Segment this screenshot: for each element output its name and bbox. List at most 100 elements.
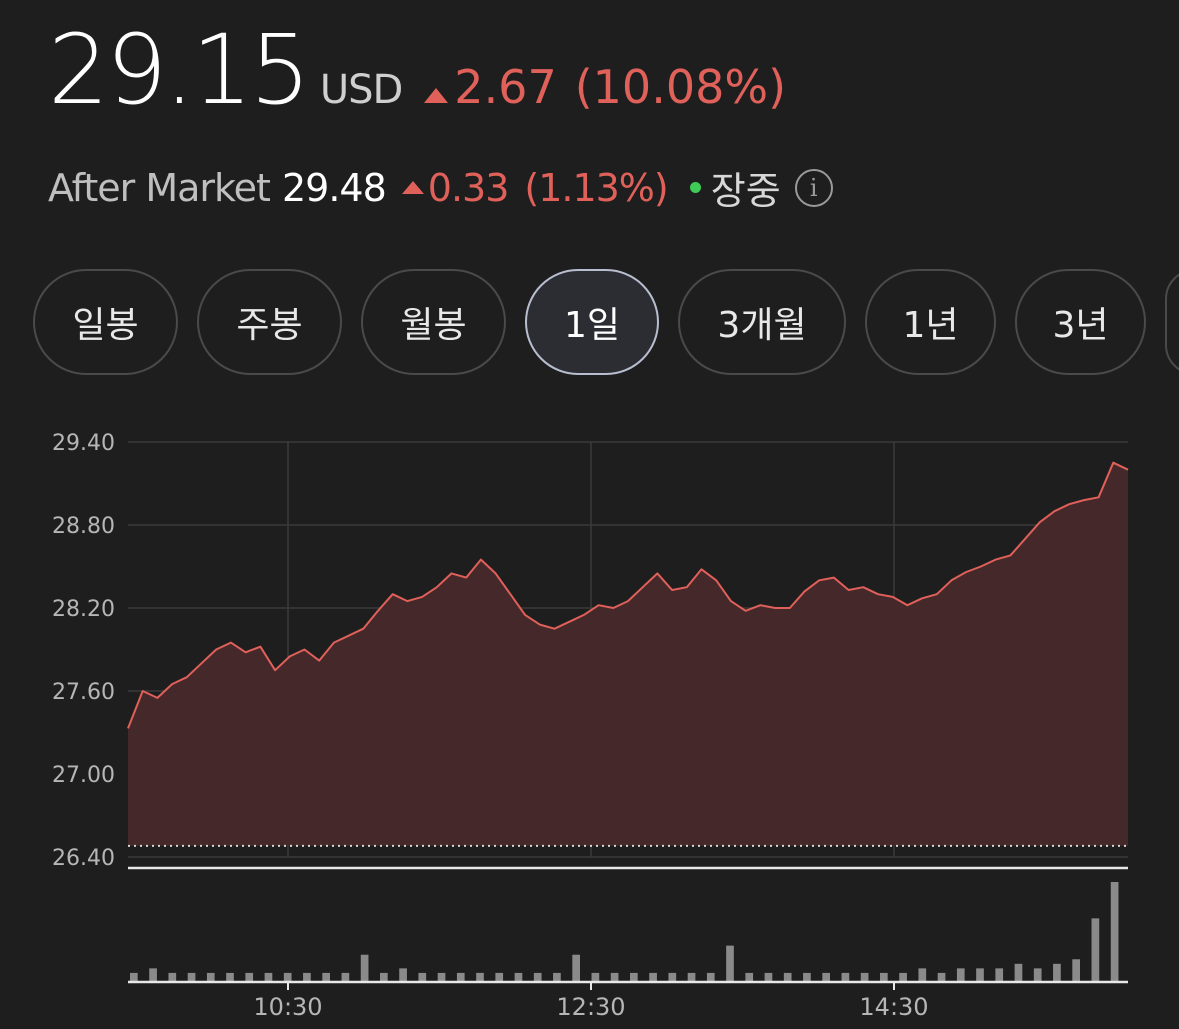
volume-bar [264, 972, 273, 982]
volume-bar [880, 972, 888, 982]
volume-bar [456, 972, 465, 982]
volume-bar [341, 972, 350, 982]
after-market-row: After Market 29.48 0.33 (1.13%) 장중 i [48, 160, 833, 215]
tab-label: 월봉 [400, 305, 467, 346]
volume-bar [1014, 963, 1023, 982]
volume-bar [1072, 959, 1080, 982]
volume-bar [303, 972, 311, 982]
tab-3months[interactable]: 3개월 [678, 269, 846, 375]
volume-bar [533, 972, 542, 982]
after-market-change: 0.33 (1.13%) [401, 165, 669, 210]
volume-bar [937, 972, 946, 982]
volume-bar [668, 972, 677, 982]
price-change: 2.67 (10.08%) [424, 60, 786, 114]
volume-bar [514, 972, 523, 982]
status-dot-icon [689, 182, 701, 193]
volume-bar [418, 972, 427, 982]
up-triangle-icon [401, 181, 424, 194]
volume-bar [245, 972, 254, 982]
volume-bar [1033, 968, 1042, 982]
price-header: 29.15 USD 2.67 (10.08%) [48, 22, 786, 118]
y-tick-label: 27.60 [52, 680, 115, 705]
x-tick-label: 12:30 [556, 993, 625, 1021]
y-tick-label: 28.20 [52, 597, 115, 622]
after-change-value: 0.33 [427, 165, 510, 210]
current-price: 29.15 [48, 14, 311, 126]
volume-bar [283, 972, 292, 982]
volume-bar [803, 972, 811, 982]
tab-label: 3년 [1052, 305, 1109, 346]
volume-bar [130, 972, 138, 982]
after-market-price: 29.48 [281, 165, 387, 210]
volume-bar [1110, 882, 1119, 982]
volume-bar [706, 972, 715, 982]
volume-bar [899, 972, 907, 982]
y-tick-label: 26.40 [52, 846, 115, 871]
tab-1year[interactable]: 1년 [865, 269, 996, 375]
volume-bar [187, 972, 196, 982]
volume-bar [783, 972, 792, 982]
market-status: 장중 [689, 160, 781, 215]
price-area-fill [128, 462, 1128, 846]
tab-daily[interactable]: 일봉 [33, 269, 178, 375]
tab-label: 일봉 [72, 305, 139, 346]
volume-bar [687, 972, 696, 982]
y-axis: 29.40 28.80 28.20 27.60 27.00 26.40 [52, 431, 115, 871]
volume-bar [149, 968, 157, 982]
volume-bar [726, 945, 734, 982]
volume-bar [976, 968, 984, 982]
currency-label: USD [319, 67, 403, 113]
volume-bar [918, 968, 927, 982]
volume-bar [956, 968, 965, 982]
x-tick-label: 14:30 [859, 993, 928, 1021]
volume-bar [822, 972, 830, 982]
info-icon[interactable]: i [794, 168, 833, 207]
volume-bar [745, 972, 754, 982]
volume-bar [995, 968, 1004, 982]
volume-bar [380, 972, 388, 982]
tab-label: 1일 [563, 305, 621, 346]
volume-bar [591, 972, 600, 982]
volume-bar [226, 972, 234, 982]
market-status-label: 장중 [710, 169, 781, 213]
volume-bar [572, 954, 580, 982]
after-market-label: After Market [48, 165, 271, 210]
tab-1day[interactable]: 1일 [525, 269, 659, 375]
change-percent: (10.08%) [574, 60, 787, 114]
volume-bar [437, 972, 446, 982]
y-tick-label: 28.80 [52, 514, 115, 539]
tab-weekly[interactable]: 주봉 [197, 269, 342, 375]
volume-bar [649, 972, 657, 982]
x-tick-label: 10:30 [253, 993, 322, 1021]
price-chart[interactable]: 29.40 28.80 28.20 27.60 27.00 26.40 10:30 12:3… [0, 400, 1179, 1029]
price-area [127, 461, 1129, 870]
y-tick-label: 29.40 [52, 431, 115, 456]
tab-more[interactable] [1165, 269, 1179, 375]
x-axis: 10:30 12:30 14:30 [253, 993, 928, 1021]
volume-bar [841, 972, 850, 982]
volume-bar [1053, 963, 1061, 982]
period-tabs: 일봉 주봉 월봉 1일 3개월 1년 3년 [33, 269, 1179, 375]
tab-label: 주봉 [236, 305, 303, 346]
volume-bar [322, 972, 330, 982]
volume-bar [360, 954, 369, 982]
volume-bars [128, 882, 1128, 990]
volume-bar [610, 972, 619, 982]
up-triangle-icon [424, 88, 449, 103]
change-value: 2.67 [454, 60, 557, 114]
volume-bar [764, 972, 773, 982]
tab-monthly[interactable]: 월봉 [361, 269, 506, 375]
after-change-percent: (1.13%) [524, 165, 668, 210]
volume-bar [168, 972, 177, 982]
volume-bar [1091, 918, 1100, 982]
tab-3years[interactable]: 3년 [1015, 269, 1146, 375]
tab-label: 3개월 [717, 305, 807, 346]
volume-bar [553, 972, 561, 982]
tab-label: 1년 [902, 305, 959, 346]
y-tick-label: 27.00 [52, 763, 115, 788]
volume-bar [206, 972, 215, 982]
volume-bar [495, 972, 504, 982]
volume-bar [630, 972, 638, 982]
price-line [127, 461, 1129, 729]
volume-bar [399, 968, 407, 982]
